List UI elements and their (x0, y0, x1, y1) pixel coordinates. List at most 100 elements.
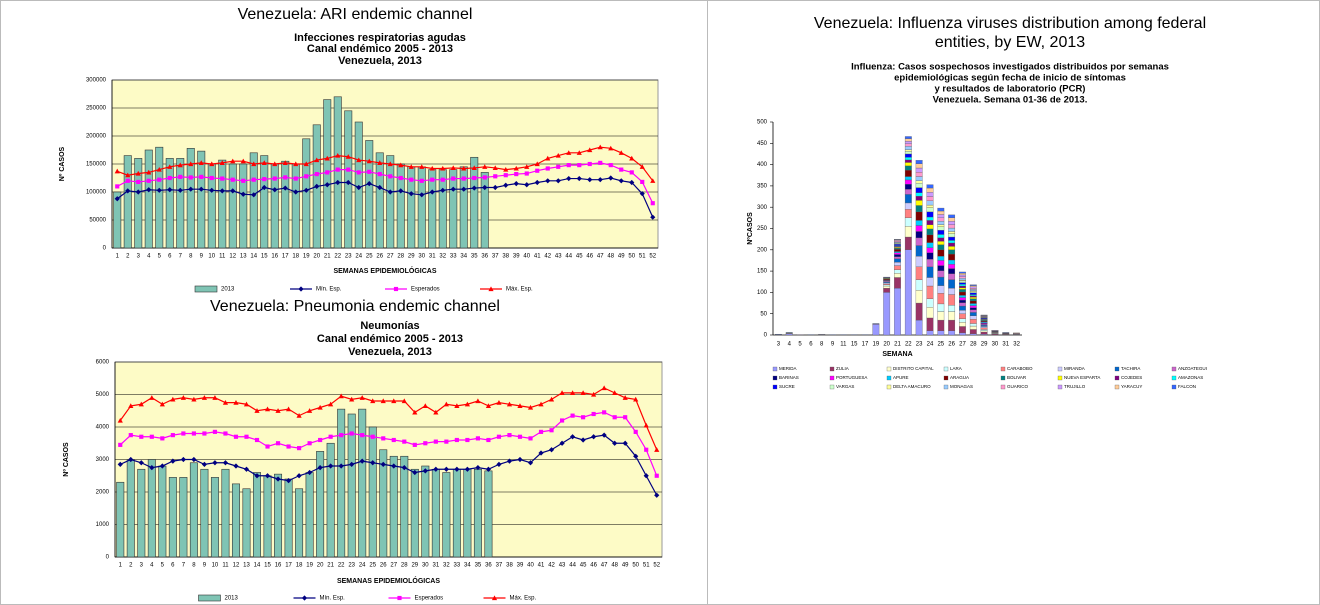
legend-label: Esperados (415, 596, 444, 602)
point (181, 431, 186, 436)
legend-marker (491, 595, 498, 601)
x-tick-label: 15 (264, 563, 271, 569)
bar-segment (969, 305, 977, 308)
legend-swatch (943, 366, 949, 372)
bar-segment (926, 211, 934, 218)
point (370, 460, 376, 466)
point (272, 176, 277, 181)
x-tick-label: 40 (527, 563, 534, 569)
legend-marker (301, 595, 308, 601)
bar-segment (894, 244, 901, 246)
bar-segment (980, 331, 988, 335)
bar-segment (959, 273, 966, 276)
point (464, 401, 470, 407)
x-tick-label: 5 (798, 342, 802, 348)
point (581, 415, 586, 420)
bar-segment (969, 284, 977, 286)
chart-title: Infecciones respiratorias agudas (294, 32, 466, 44)
bar-segment (915, 176, 923, 181)
point (349, 431, 354, 436)
bar-segment (915, 231, 923, 239)
point (265, 444, 270, 449)
line (116, 177, 654, 218)
point (178, 174, 183, 179)
bar (421, 465, 430, 558)
point (422, 403, 428, 408)
bar-segment (894, 254, 901, 257)
bar-segment (785, 333, 793, 336)
point (233, 434, 239, 439)
point (429, 189, 435, 195)
x-tick-label: 25 (366, 254, 373, 260)
point (135, 189, 141, 195)
point (517, 434, 523, 439)
bar-segment (937, 303, 945, 312)
bar-segment (904, 141, 912, 144)
x-tick-label: 6 (168, 254, 172, 260)
x-tick-label: 39 (517, 563, 524, 569)
bar-segment (915, 195, 923, 201)
bar-segment (926, 216, 934, 221)
bar-segment (937, 217, 945, 222)
point (419, 178, 424, 183)
legend-label: MERIDA (779, 366, 797, 371)
heading: Venezuela: Pneumonia endemic channel (210, 298, 500, 315)
bar-segment (948, 253, 956, 261)
x-tick-label: 37 (496, 563, 503, 569)
point (643, 473, 649, 479)
bar-segment (937, 285, 945, 294)
point (566, 163, 571, 168)
bar-segment (915, 200, 923, 206)
bar-segment (969, 292, 977, 295)
y-tick-label: 200 (757, 247, 768, 253)
legend-swatch (1171, 366, 1177, 372)
bar (147, 459, 156, 558)
legend-swatch (1057, 384, 1063, 390)
point (180, 456, 186, 463)
bar-segment (980, 326, 988, 328)
x-tick-label: 21 (324, 254, 331, 260)
x-tick-label: 7 (182, 563, 186, 569)
bar-segment (948, 221, 956, 225)
point (440, 177, 445, 182)
bar-segment (894, 273, 901, 278)
legend-label: Mín. Esp. (320, 596, 346, 602)
legend-swatch (772, 375, 778, 381)
bar-segment (915, 172, 923, 177)
bar-segment (883, 282, 891, 285)
point (570, 413, 575, 418)
line (117, 146, 654, 182)
chart-title: y resultados de laboratorio (PCR) (935, 84, 1086, 95)
bar-segment (894, 262, 901, 266)
bar-segment (926, 204, 934, 208)
point (419, 164, 425, 169)
bar-segment (904, 194, 912, 204)
y-tick-label: 50 (760, 311, 767, 317)
chart-title: Venezuela, 2013 (348, 346, 432, 358)
y-tick-label: 50000 (89, 218, 106, 224)
bar (144, 149, 153, 249)
bar (189, 462, 198, 558)
legend-label: FALCON (1178, 384, 1196, 389)
bar-segment (948, 287, 956, 295)
bar-segment (926, 285, 934, 299)
legend-label: Esperados (411, 287, 440, 293)
point (419, 192, 425, 198)
bar-segment (904, 151, 912, 155)
bar-segment (894, 256, 901, 259)
bar (210, 477, 219, 558)
heading: Venezuela: Influenza viruses distributio… (813, 15, 1207, 51)
x-tick-label: 38 (506, 563, 513, 569)
x-tick-label: 22 (905, 342, 912, 348)
point (475, 465, 481, 471)
x-tick-label: 14 (250, 254, 257, 260)
y-tick-label: 0 (106, 555, 110, 561)
bar-segment (948, 227, 956, 232)
x-tick-label: 27 (387, 254, 394, 260)
legend-label: YARACUY (1121, 384, 1142, 389)
x-tick-label: 32 (439, 254, 446, 260)
legend-swatch (1000, 384, 1006, 390)
x-tick-label: 49 (622, 563, 629, 569)
point (608, 145, 614, 151)
